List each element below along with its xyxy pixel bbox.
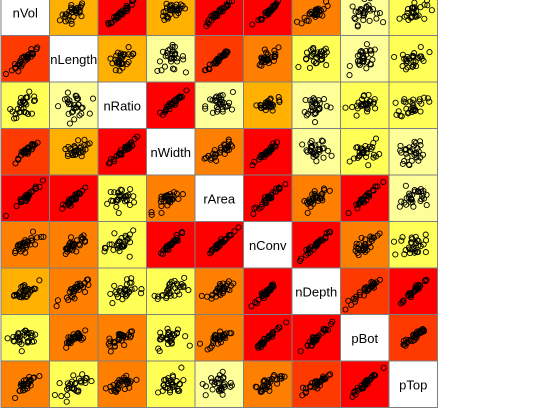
panel-nDepth-vs-nVol <box>1 268 50 315</box>
variable-label-nConv: nConv <box>249 238 287 253</box>
variable-label-nWidth: nWidth <box>151 145 191 160</box>
variable-label-pBot: pBot <box>351 331 378 346</box>
panel-pBot-vs-nConv <box>244 315 293 362</box>
variable-label-pTop: pTop <box>399 377 427 392</box>
variable-label-nVol: nVol <box>13 5 38 20</box>
variable-label-nLength: nLength <box>50 52 97 67</box>
variable-label-nDepth: nDepth <box>295 284 337 299</box>
panel-nRatio-vs-pBot <box>341 82 390 129</box>
panel-nLength-vs-nDepth <box>292 36 341 83</box>
variable-label-rArea: rArea <box>203 191 236 206</box>
panel-pTop-vs-rArea <box>195 361 244 408</box>
panel-nVol-vs-nRatio <box>98 0 147 36</box>
variable-label-nRatio: nRatio <box>103 98 141 113</box>
panel-nConv-vs-nLength <box>50 222 99 269</box>
panel-nConv-vs-pBot <box>341 222 390 269</box>
panel-nLength-vs-nConv <box>244 36 293 83</box>
